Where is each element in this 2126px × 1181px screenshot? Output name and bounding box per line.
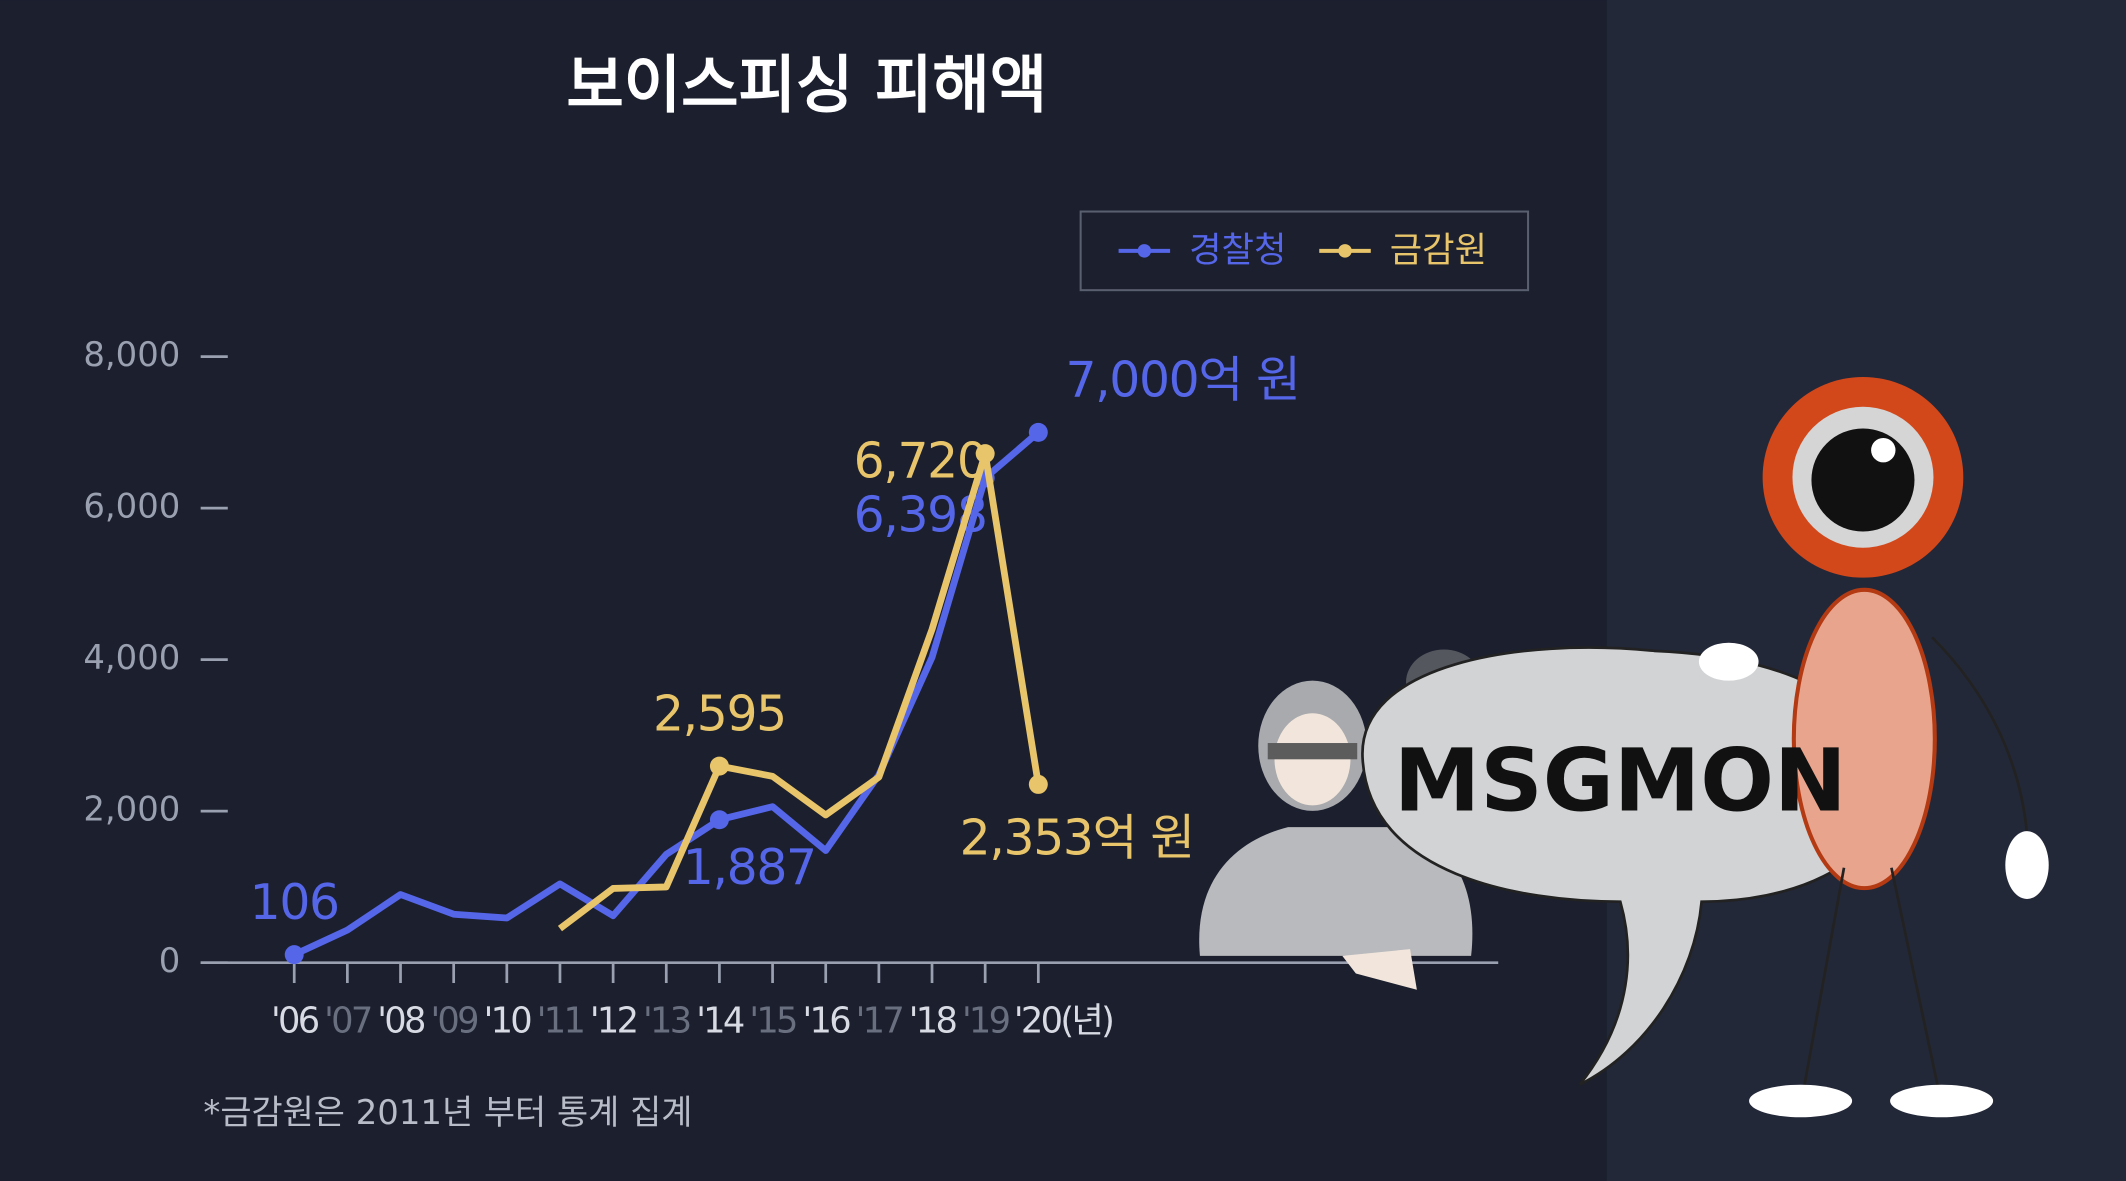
x-tick-label: '18 <box>909 1000 957 1041</box>
x-tick-label: '12 <box>590 1000 636 1041</box>
hand <box>1342 949 1417 990</box>
data-label: 6,720 <box>854 432 987 489</box>
x-tick-label: '10 <box>484 1000 532 1041</box>
data-label: 106 <box>250 874 339 931</box>
legend-label: 금감원 <box>1390 230 1487 271</box>
hand <box>2005 831 2049 899</box>
creature-glint <box>1871 437 1896 463</box>
point <box>1028 774 1048 794</box>
point <box>709 810 729 830</box>
data-label: 1,887 <box>683 839 816 896</box>
y-tick-label: 6,000 <box>83 487 180 526</box>
point <box>975 444 995 464</box>
point <box>1028 422 1048 442</box>
legend-box <box>1079 210 1530 292</box>
chart-title: 보이스피싱 피해액 <box>566 49 1047 122</box>
logo: MSGMON <box>1394 730 1847 831</box>
series-line <box>557 450 1042 932</box>
illustration: MSGMON <box>1199 376 2049 1118</box>
x-tick-label: '07 <box>324 1000 371 1041</box>
x-tick-label: '19 <box>962 1000 1009 1041</box>
hand <box>1698 642 1759 681</box>
x-tick-label: '06 <box>271 1000 319 1041</box>
x-tick-label: '17 <box>856 1000 903 1041</box>
x-tick-label: '13 <box>643 1000 690 1041</box>
foot <box>1749 1084 1853 1118</box>
arm <box>1931 636 2029 835</box>
foot <box>1890 1084 1994 1118</box>
x-tick-label: '08 <box>377 1000 425 1041</box>
legend-dot <box>1137 244 1152 258</box>
x-tick-label: '14 <box>696 1000 744 1041</box>
creature-pupil <box>1811 428 1915 532</box>
x-tick-label: '15 <box>749 1000 796 1041</box>
x-tick-label: '11 <box>537 1000 584 1041</box>
series-line <box>292 429 1041 958</box>
x-tick-label: '16 <box>803 1000 851 1041</box>
y-tick-label: 8,000 <box>83 335 180 374</box>
y-tick-label: 2,000 <box>83 790 180 829</box>
legend-label: 경찰청 <box>1189 230 1286 271</box>
creature-body <box>1791 587 1937 891</box>
y-tick-label: 4,000 <box>83 638 180 677</box>
leg <box>1890 867 1941 1092</box>
data-label: 7,000억 원 <box>1065 352 1299 409</box>
eyes-bar <box>1267 743 1358 760</box>
x-tick-label: '09 <box>430 1000 477 1041</box>
hoodie-body <box>1199 827 1473 956</box>
x-tick-label: '20(년) <box>1014 1000 1112 1041</box>
speech-bubble <box>1361 646 1887 1086</box>
data-label: 2,353억 원 <box>960 809 1194 866</box>
footnote: *금감원은 2011년 부터 통계 집계 <box>203 1093 692 1132</box>
point <box>709 756 729 776</box>
y-tick-label: 0 <box>159 941 181 980</box>
data-label: 2,595 <box>653 685 786 742</box>
legend-dot <box>1338 244 1352 258</box>
leg <box>1801 867 1846 1092</box>
point <box>284 945 304 965</box>
